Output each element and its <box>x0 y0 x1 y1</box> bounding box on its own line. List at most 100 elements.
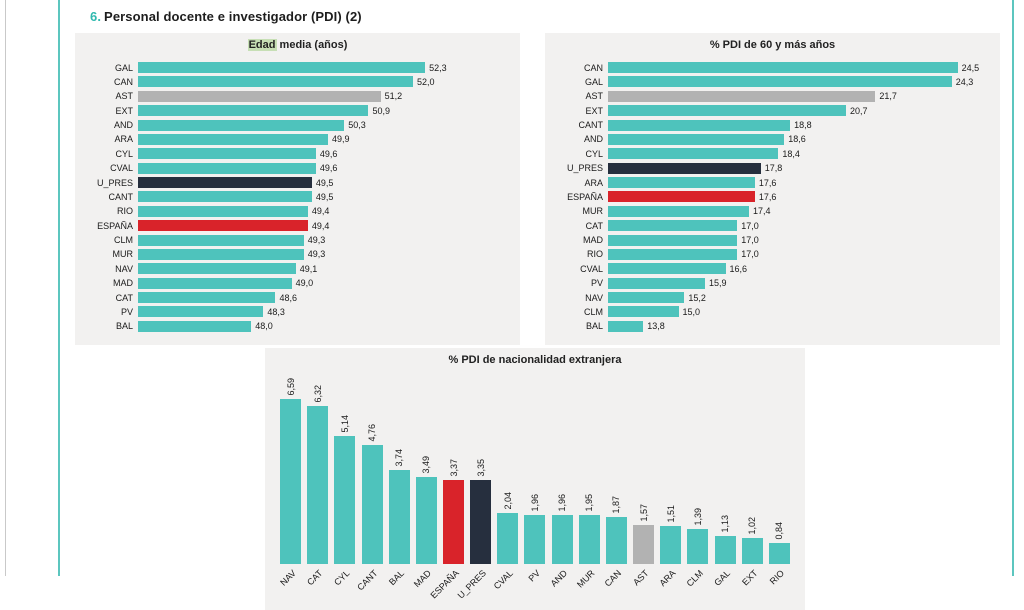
value-label: 24,3 <box>955 76 974 87</box>
bar-row: AND 18,6 <box>553 133 990 146</box>
value-label: 1,02 <box>747 517 758 535</box>
bar-row: CVAL 49,6 <box>83 162 510 175</box>
bar-track: 52,3 <box>138 62 510 73</box>
bar-track: 50,9 <box>138 105 510 117</box>
value-label: 1,95 <box>584 494 595 512</box>
bar-row: EXT 50,9 <box>83 104 510 117</box>
bar-column: 0,84 RIO <box>766 370 793 604</box>
value-label: 17,0 <box>741 249 759 260</box>
category-label: ESPAÑA <box>567 191 603 202</box>
bar-CAT <box>608 220 738 232</box>
bar-CAT <box>307 406 329 564</box>
bar-track: 17,0 <box>608 234 990 246</box>
bar-GAL <box>714 536 736 564</box>
bar-track: 49,1 <box>138 263 510 275</box>
bar-row: CLM 15,0 <box>553 305 990 318</box>
category-label: MAD <box>412 568 434 590</box>
value-label: 15,2 <box>688 292 706 303</box>
category-label: CVAL <box>580 263 603 274</box>
bar-EXT <box>741 538 763 564</box>
value-label: 49,5 <box>315 191 334 202</box>
category-label: ESPAÑA <box>97 220 133 231</box>
chart-title: % PDI de nacionalidad extranjera <box>448 354 622 366</box>
bar-column: 5,14 CYL <box>331 370 358 604</box>
category-label-wrap: GAL <box>712 564 739 604</box>
value-label: 1,13 <box>720 515 731 533</box>
bar-row: ARA 17,6 <box>553 176 990 189</box>
bar-CLM <box>608 306 679 318</box>
bar-track: 18,4 <box>608 148 990 160</box>
value-label: 15,9 <box>708 278 727 289</box>
bar-CVAL <box>138 162 316 174</box>
value-label: 3,35 <box>475 459 486 477</box>
bar-row: CAN 24,5 <box>553 61 990 74</box>
bar-row: GAL 24,3 <box>553 75 990 88</box>
bar-row: MUR 49,3 <box>83 248 510 261</box>
bar-plot: 6,32 <box>307 370 329 564</box>
bar-AND <box>138 119 345 131</box>
category-label: PV <box>120 306 133 317</box>
bar-chart-pdi-extranjera: 6,59 NAV 6,32 CAT 5,14 CYL 4,76 CANT 3,74 BAL 3,49… <box>265 370 805 604</box>
bar-row: ARA 49,9 <box>83 133 510 146</box>
bar-MAD <box>138 277 292 289</box>
category-label: GAL <box>712 568 733 588</box>
value-label: 1,87 <box>611 496 622 514</box>
bar-ESPAÑA <box>608 191 755 203</box>
bar-ESPAÑA <box>138 220 308 232</box>
value-label: 49,4 <box>311 206 330 217</box>
value-label: 3,49 <box>421 456 432 474</box>
value-label: 49,1 <box>299 263 318 274</box>
bar-MUR <box>608 205 750 217</box>
category-label-wrap: CAN <box>603 564 630 604</box>
value-label: 18,4 <box>782 148 800 159</box>
bar-column: 1,87 CAN <box>603 370 630 604</box>
bar-row: CLM 49,3 <box>83 234 510 247</box>
value-label: 3,74 <box>394 449 405 467</box>
bar-plot: 1,96 <box>551 370 573 564</box>
section-heading: 6. Personal docente e investigador (PDI) … <box>90 9 362 24</box>
category-label: ARA <box>584 177 603 188</box>
category-label: ARA <box>114 134 133 145</box>
category-label: EXT <box>115 105 133 116</box>
bar-track: 18,6 <box>608 133 990 145</box>
bar-U_PRES <box>470 480 492 564</box>
section-number: 6. <box>90 9 102 24</box>
bar-column: 1,39 CLM <box>684 370 711 604</box>
bar-row: NAV 49,1 <box>83 262 510 275</box>
value-label: 5,14 <box>339 415 350 433</box>
bar-column: 3,74 BAL <box>386 370 413 604</box>
bar-plot: 3,37 <box>443 370 465 564</box>
right-teal-border <box>1012 0 1014 576</box>
bar-row: GAL 52,3 <box>83 61 510 74</box>
bar-row: CAT 48,6 <box>83 291 510 304</box>
category-label-wrap: PV <box>521 564 548 604</box>
bar-plot: 3,74 <box>388 370 410 564</box>
category-label: AST <box>631 568 651 588</box>
category-label: U_PRES <box>96 177 133 188</box>
category-label: CYL <box>115 148 133 159</box>
value-label: 51,2 <box>384 91 403 102</box>
category-label: MAD <box>583 235 603 245</box>
category-label: PV <box>590 278 603 289</box>
bar-track: 24,3 <box>608 76 990 88</box>
bar-row: AND 50,3 <box>83 119 510 132</box>
category-label: RIO <box>116 206 133 217</box>
bar-column: 1,57 AST <box>630 370 657 604</box>
bar-row: CANT 18,8 <box>553 119 990 132</box>
value-label: 17,4 <box>753 206 771 217</box>
bar-column: 1,95 MUR <box>575 370 603 604</box>
bar-MUR <box>138 248 304 260</box>
bar-track: 49,4 <box>138 205 510 217</box>
bar-track: 49,5 <box>138 177 510 188</box>
value-label: 1,96 <box>529 494 540 512</box>
category-label: U_PRES <box>566 163 603 174</box>
bar-plot: 3,35 <box>470 370 492 564</box>
bar-column: 3,35 U_PRES <box>455 370 494 604</box>
bar-row: U_PRES 17,8 <box>553 162 990 175</box>
category-label: CYL <box>585 148 603 159</box>
value-label: 17,0 <box>741 220 759 231</box>
bar-CANT <box>361 445 383 564</box>
value-label: 1,57 <box>638 504 649 522</box>
bar-track: 17,8 <box>608 162 990 174</box>
category-label: CAN <box>603 568 624 589</box>
